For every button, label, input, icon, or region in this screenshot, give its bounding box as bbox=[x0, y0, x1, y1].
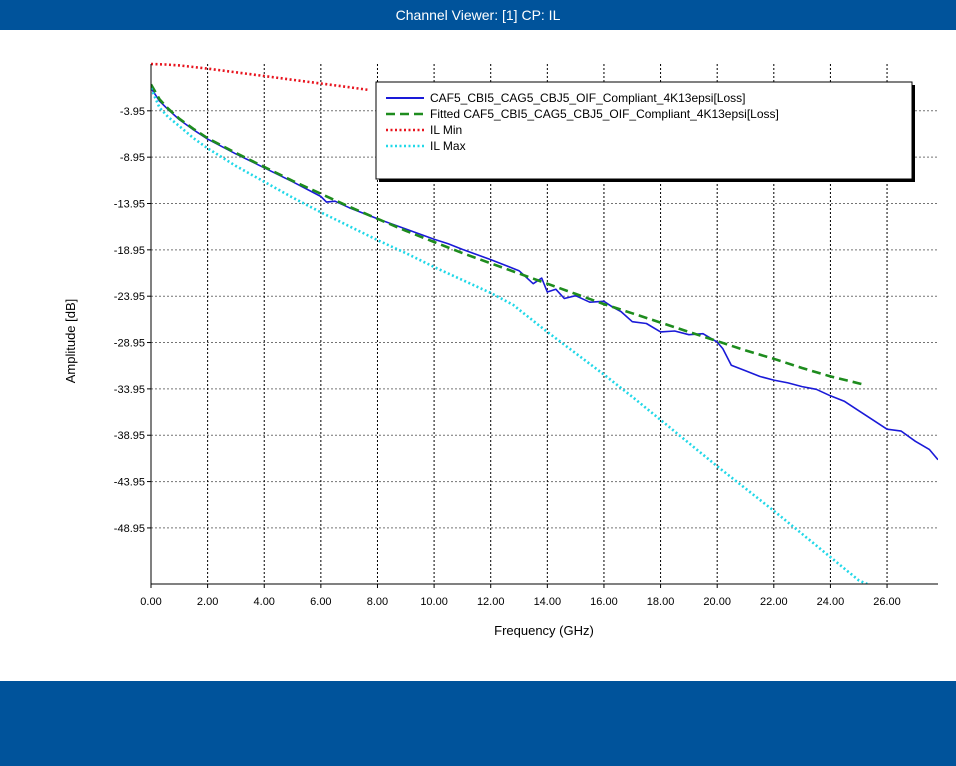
tick-labels: 0.00 2.00 4.00 6.00 8.00 10.00 12.00 14.00 16.00… bbox=[114, 106, 901, 608]
y-tick-label: -33.95 bbox=[114, 384, 145, 396]
legend-entry-label: CAF5_CBI5_CAG5_CBJ5_OIF_Compliant_4K13ep… bbox=[430, 91, 746, 105]
y-axis-title: Amplitude [dB] bbox=[63, 299, 78, 384]
x-tick-label: 18.00 bbox=[647, 596, 675, 608]
x-tick-label: 10.00 bbox=[420, 596, 448, 608]
x-tick-label: 22.00 bbox=[760, 596, 788, 608]
x-axis-title: Frequency (GHz) bbox=[494, 623, 594, 638]
x-tick-label: 2.00 bbox=[197, 596, 218, 608]
y-tick-label: -38.95 bbox=[114, 430, 145, 442]
series-layer bbox=[151, 62, 938, 584]
x-tick-label: 24.00 bbox=[817, 596, 845, 608]
x-tick-label: 14.00 bbox=[534, 596, 562, 608]
y-tick-label: -23.95 bbox=[114, 291, 145, 303]
y-tick-label: -43.95 bbox=[114, 477, 145, 489]
legend-entry-label: IL Max bbox=[430, 139, 466, 153]
axes bbox=[147, 64, 938, 588]
footer-bar bbox=[0, 681, 956, 766]
window-title-bar: Channel Viewer: [1] CP: IL bbox=[0, 0, 956, 30]
legend-entry-label: IL Min bbox=[430, 123, 462, 137]
x-tick-label: 6.00 bbox=[310, 596, 331, 608]
y-tick-label: -8.95 bbox=[120, 152, 145, 164]
x-tick-label: 26.00 bbox=[873, 596, 901, 608]
series-line-3 bbox=[151, 62, 370, 92]
x-tick-label: 4.00 bbox=[254, 596, 275, 608]
series-line-1 bbox=[151, 87, 938, 461]
legend: CAF5_CBI5_CAG5_CBJ5_OIF_Compliant_4K13ep… bbox=[375, 81, 915, 182]
y-tick-label: -18.95 bbox=[114, 245, 145, 257]
x-tick-label: 0.00 bbox=[140, 596, 161, 608]
y-tick-label: -3.95 bbox=[120, 106, 145, 118]
x-tick-label: 20.00 bbox=[703, 596, 731, 608]
y-tick-label: -28.95 bbox=[114, 338, 145, 350]
x-tick-label: 12.00 bbox=[477, 596, 505, 608]
legend-entry-label: Fitted CAF5_CBI5_CAG5_CBJ5_OIF_Compliant… bbox=[430, 107, 779, 121]
series-line-2 bbox=[151, 83, 865, 386]
legend-box bbox=[375, 81, 913, 180]
insertion-loss-chart: 0.00 2.00 4.00 6.00 8.00 10.00 12.00 14.00 16.00… bbox=[63, 62, 938, 638]
y-tick-label: -48.95 bbox=[114, 523, 145, 535]
x-tick-label: 8.00 bbox=[367, 596, 388, 608]
y-tick-label: -13.95 bbox=[114, 199, 145, 211]
window-title: Channel Viewer: [1] CP: IL bbox=[395, 7, 561, 23]
x-tick-label: 16.00 bbox=[590, 596, 618, 608]
